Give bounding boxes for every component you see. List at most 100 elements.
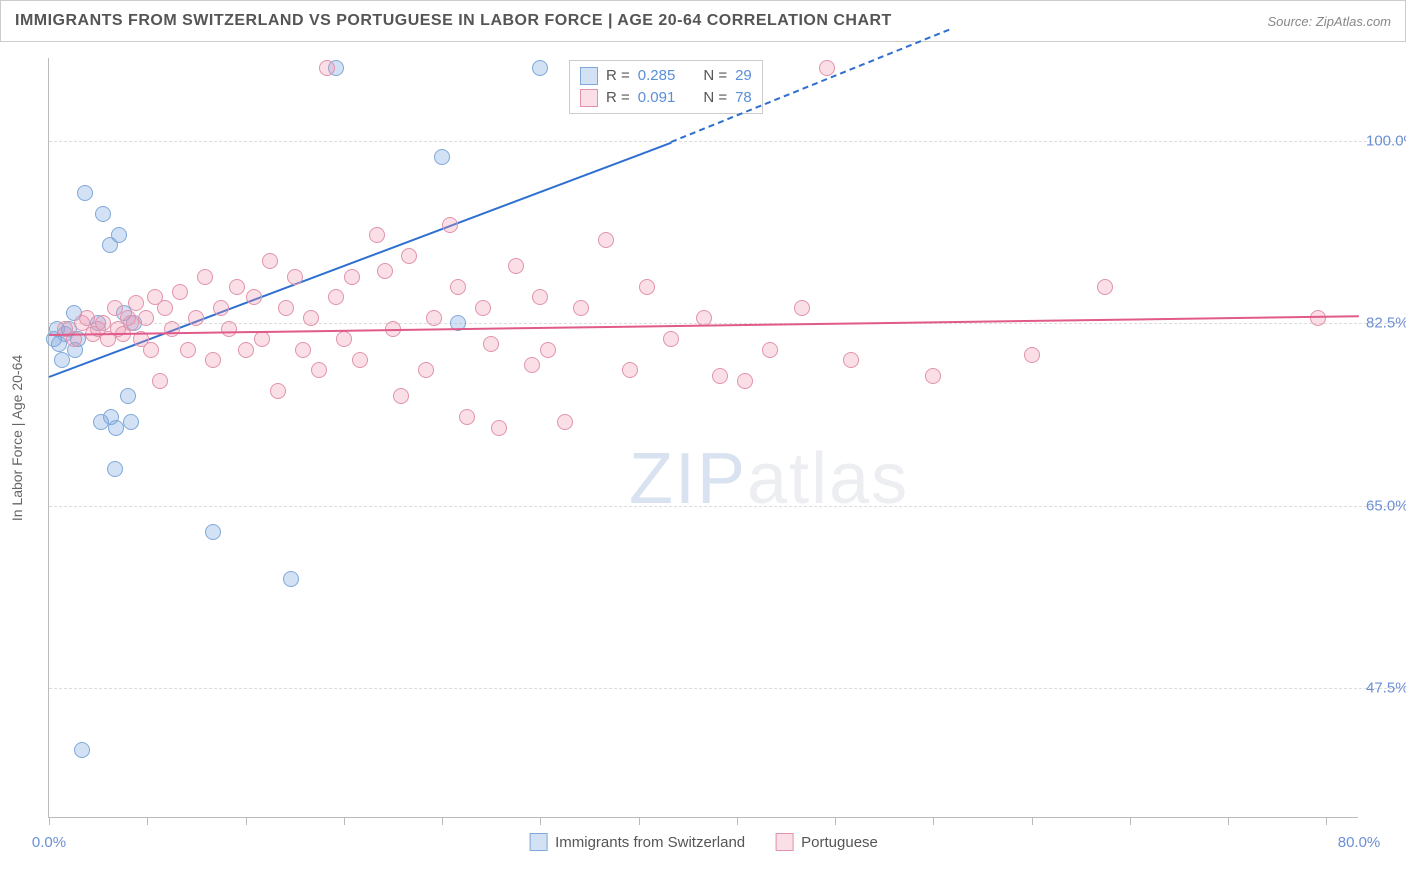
data-point xyxy=(344,269,360,285)
data-point xyxy=(188,310,204,326)
x-tick xyxy=(835,817,836,825)
data-point xyxy=(107,461,123,477)
data-point xyxy=(152,373,168,389)
x-tick xyxy=(1326,817,1327,825)
data-point xyxy=(532,289,548,305)
data-point xyxy=(128,295,144,311)
data-point xyxy=(377,263,393,279)
y-tick-label: 47.5% xyxy=(1366,679,1406,696)
y-tick-label: 82.5% xyxy=(1366,315,1406,332)
data-point xyxy=(229,279,245,295)
chart-source: Source: ZipAtlas.com xyxy=(1267,14,1391,29)
data-point xyxy=(123,414,139,430)
data-point xyxy=(238,342,254,358)
data-point xyxy=(434,149,450,165)
gridline xyxy=(49,141,1402,142)
data-point xyxy=(843,352,859,368)
n-value: 78 xyxy=(735,87,752,109)
n-value: 29 xyxy=(735,65,752,87)
legend-series-item: Portuguese xyxy=(775,833,878,851)
data-point xyxy=(254,331,270,347)
data-point xyxy=(157,300,173,316)
data-point xyxy=(762,342,778,358)
data-point xyxy=(540,342,556,358)
data-point xyxy=(197,269,213,285)
data-point xyxy=(172,284,188,300)
x-tick-label: 80.0% xyxy=(1338,834,1381,851)
watermark-light: atlas xyxy=(747,439,909,519)
data-point xyxy=(138,310,154,326)
data-point xyxy=(352,352,368,368)
data-point xyxy=(737,373,753,389)
legend-stat-row: R =0.091N =78 xyxy=(580,87,752,109)
data-point xyxy=(180,342,196,358)
x-tick xyxy=(246,817,247,825)
data-point xyxy=(205,352,221,368)
r-label: R = xyxy=(606,87,630,109)
data-point xyxy=(925,368,941,384)
watermark: ZIPatlas xyxy=(629,438,909,520)
r-value: 0.091 xyxy=(638,87,676,109)
data-point xyxy=(54,352,70,368)
chart-header: IMMIGRANTS FROM SWITZERLAND VS PORTUGUES… xyxy=(0,0,1406,42)
data-point xyxy=(95,315,111,331)
legend-stat-row: R = 0.285 N = 29 xyxy=(580,65,752,87)
data-point xyxy=(459,409,475,425)
legend-swatch xyxy=(580,89,598,107)
x-tick-label: 0.0% xyxy=(32,834,66,851)
n-label: N = xyxy=(703,65,727,87)
series-name: Portuguese xyxy=(801,834,878,851)
data-point xyxy=(442,217,458,233)
y-tick-label: 65.0% xyxy=(1366,497,1406,514)
r-label: R = xyxy=(606,65,630,87)
data-point xyxy=(270,383,286,399)
data-point xyxy=(143,342,159,358)
data-point xyxy=(1097,279,1113,295)
x-tick xyxy=(442,817,443,825)
data-point xyxy=(262,253,278,269)
data-point xyxy=(393,388,409,404)
data-point xyxy=(524,357,540,373)
x-tick xyxy=(1032,817,1033,825)
chart-title: IMMIGRANTS FROM SWITZERLAND VS PORTUGUES… xyxy=(15,12,892,30)
data-point xyxy=(213,300,229,316)
data-point xyxy=(1024,347,1040,363)
legend-swatch xyxy=(529,833,547,851)
x-tick xyxy=(933,817,934,825)
data-point xyxy=(573,300,589,316)
data-point xyxy=(622,362,638,378)
data-point xyxy=(418,362,434,378)
legend-series-item: Immigrants from Switzerland xyxy=(529,833,745,851)
legend-swatch xyxy=(775,833,793,851)
data-point xyxy=(108,420,124,436)
data-point xyxy=(475,300,491,316)
data-point xyxy=(111,227,127,243)
y-axis-title: In Labor Force | Age 20-64 xyxy=(9,354,25,520)
data-point xyxy=(287,269,303,285)
data-point xyxy=(95,206,111,222)
data-point xyxy=(794,300,810,316)
data-point xyxy=(123,315,139,331)
data-point xyxy=(74,742,90,758)
x-tick xyxy=(737,817,738,825)
data-point xyxy=(311,362,327,378)
data-point xyxy=(77,185,93,201)
data-point xyxy=(1310,310,1326,326)
legend-swatch xyxy=(580,67,598,85)
data-point xyxy=(483,336,499,352)
watermark-bold: ZIP xyxy=(629,439,747,519)
data-point xyxy=(205,524,221,540)
data-point xyxy=(336,331,352,347)
x-tick xyxy=(540,817,541,825)
data-point xyxy=(819,60,835,76)
x-tick xyxy=(49,817,50,825)
data-point xyxy=(426,310,442,326)
gridline xyxy=(49,506,1402,507)
r-value: 0.285 xyxy=(638,65,676,87)
data-point xyxy=(369,227,385,243)
legend-stats: R = 0.285 N = 29R = 0.091 N = 78 xyxy=(569,60,763,114)
data-point xyxy=(557,414,573,430)
data-point xyxy=(283,571,299,587)
legend-series: Immigrants from Switzerland Portuguese xyxy=(529,833,878,851)
data-point xyxy=(450,279,466,295)
